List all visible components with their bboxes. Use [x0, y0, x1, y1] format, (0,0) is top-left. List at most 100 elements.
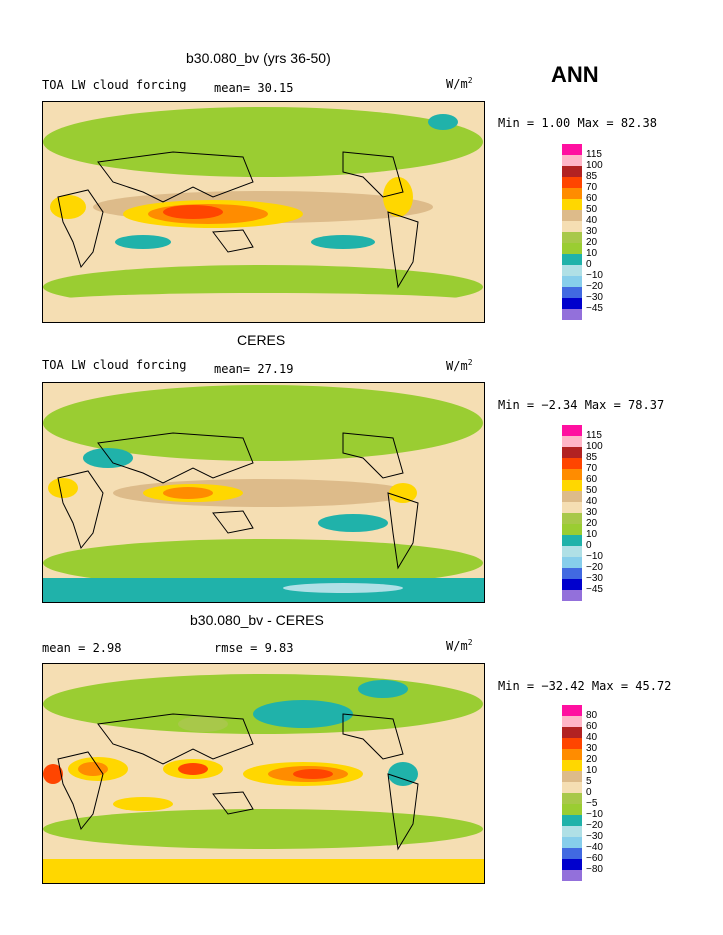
- panel-3-swatch: [562, 848, 582, 859]
- panel-2-variable: TOA LW cloud forcing: [42, 358, 187, 372]
- panel-1-swatch: [562, 287, 582, 298]
- panel-1-legend-label: 85: [586, 171, 598, 182]
- panel-3-legend-label: 80: [586, 710, 598, 721]
- panel-2-legend-label: 40: [586, 496, 598, 507]
- panel-2-minmax: Min = −2.34 Max = 78.37: [498, 398, 665, 412]
- panel-3-swatch: [562, 749, 582, 760]
- panel-3-legend-label: −30: [586, 831, 603, 842]
- panel-1-title: b30.080_bv (yrs 36-50): [186, 50, 331, 66]
- panel-1-swatch: [562, 309, 582, 320]
- panel-1-swatch: [562, 177, 582, 188]
- panel-3-legend-label: −5: [586, 798, 598, 809]
- panel-3-contours: [43, 674, 484, 883]
- panel-2-swatch: [562, 524, 582, 535]
- panel-1-legend-label: 20: [586, 237, 598, 248]
- panel-2-swatch: [562, 458, 582, 469]
- panel-2-coastlines: [57, 432, 419, 570]
- panel-3-swatch: [562, 826, 582, 837]
- panel-2-legend-label: −10: [586, 551, 603, 562]
- panel-2-swatch: [562, 513, 582, 524]
- panel-1-mean: mean= 30.15: [214, 81, 294, 95]
- panel-1-map: [42, 101, 485, 323]
- panel-3-swatch: [562, 859, 582, 870]
- panel-3-legend-label: 40: [586, 732, 598, 743]
- panel-1-swatch: [562, 254, 582, 265]
- panel-3-legend-label: 20: [586, 754, 598, 765]
- panel-2-swatch: [562, 579, 582, 590]
- panel-1-swatch: [562, 188, 582, 199]
- panel-1-swatch: [562, 210, 582, 221]
- panel-3-legend-label: −10: [586, 809, 603, 820]
- panel-1-legend-label: 10: [586, 248, 598, 259]
- panel-1-legend-label: −45: [586, 303, 603, 314]
- panel-1-swatch: [562, 265, 582, 276]
- panel-1-minmax: Min = 1.00 Max = 82.38: [498, 116, 657, 130]
- panel-2-map: [42, 382, 485, 603]
- panel-2-legend-label: −20: [586, 562, 603, 573]
- panel-1-swatch: [562, 298, 582, 309]
- panel-1-legend-label: −10: [586, 270, 603, 281]
- panel-3-swatch: [562, 815, 582, 826]
- panel-2-mean: mean= 27.19: [214, 362, 294, 376]
- panel-3-swatch: [562, 727, 582, 738]
- panel-2-legend-label: −30: [586, 573, 603, 584]
- panel-1-legend-label: 40: [586, 215, 598, 226]
- panel-3-legend-label: 0: [586, 787, 592, 798]
- panel-1-swatch: [562, 199, 582, 210]
- panel-3-units: W/m2: [446, 638, 473, 653]
- panel-2-swatch: [562, 568, 582, 579]
- panel-1-legend-label: 0: [586, 259, 592, 270]
- panel-3-rmse: rmse = 9.83: [214, 641, 294, 655]
- panel-2-swatch: [562, 491, 582, 502]
- panel-1-swatch: [562, 232, 582, 243]
- panel-1-swatch: [562, 144, 582, 155]
- panel-1-legend-label: 60: [586, 193, 598, 204]
- panel-1-swatch: [562, 155, 582, 166]
- panel-2-legend-label: 85: [586, 452, 598, 463]
- panel-2-swatch: [562, 546, 582, 557]
- panel-3-legend-label: 60: [586, 721, 598, 732]
- panel-3-map: [42, 663, 485, 884]
- panel-2-legend-label: 50: [586, 485, 598, 496]
- panel-2-title: CERES: [237, 332, 286, 348]
- panel-1-legend-label: 50: [586, 204, 598, 215]
- panel-2-swatch: [562, 447, 582, 458]
- panel-2-legend-label: 20: [586, 518, 598, 529]
- panel-1-legend-label: −30: [586, 292, 603, 303]
- panel-3-mean: mean = 2.98: [42, 641, 122, 655]
- panel-3-swatch: [562, 716, 582, 727]
- panel-2-legend-label: 115: [586, 430, 602, 441]
- panel-2-swatch: [562, 480, 582, 491]
- panel-3-legend-label: −80: [586, 864, 603, 875]
- panel-2-swatch: [562, 425, 582, 436]
- panel-3-swatch: [562, 804, 582, 815]
- panel-3-swatch: [562, 782, 582, 793]
- panel-3-legend-label: 5: [586, 776, 592, 787]
- panel-1-swatch: [562, 276, 582, 287]
- panel-2-legend-label: −45: [586, 584, 603, 595]
- panel-3-title: b30.080_bv - CERES: [190, 612, 324, 628]
- panel-2-swatch: [562, 502, 582, 513]
- panel-3-swatch: [562, 705, 582, 716]
- panel-3-swatch: [562, 760, 582, 771]
- panel-3-legend-label: −40: [586, 842, 603, 853]
- panel-3-minmax: Min = −32.42 Max = 45.72: [498, 679, 672, 693]
- panel-2-swatch: [562, 535, 582, 546]
- panel-3-coastlines: [57, 713, 419, 851]
- panel-3-legend-label: −20: [586, 820, 603, 831]
- panel-2-legend-label: 30: [586, 507, 598, 518]
- panel-1-units: W/m2: [446, 76, 473, 91]
- panel-1-contours: [43, 107, 483, 311]
- panel-2-swatch: [562, 557, 582, 568]
- panel-1-legend-label: 100: [586, 160, 603, 171]
- panel-3-swatch: [562, 771, 582, 782]
- panel-2-contours: [43, 385, 484, 602]
- panel-3-swatch: [562, 793, 582, 804]
- panel-2-legend-label: 60: [586, 474, 598, 485]
- panel-3-swatch: [562, 738, 582, 749]
- panel-1-legend-label: 30: [586, 226, 598, 237]
- panel-1-coastlines: [57, 151, 419, 289]
- panel-1-swatch: [562, 221, 582, 232]
- season-label: ANN: [551, 62, 599, 87]
- panel-1-legend-label: 70: [586, 182, 598, 193]
